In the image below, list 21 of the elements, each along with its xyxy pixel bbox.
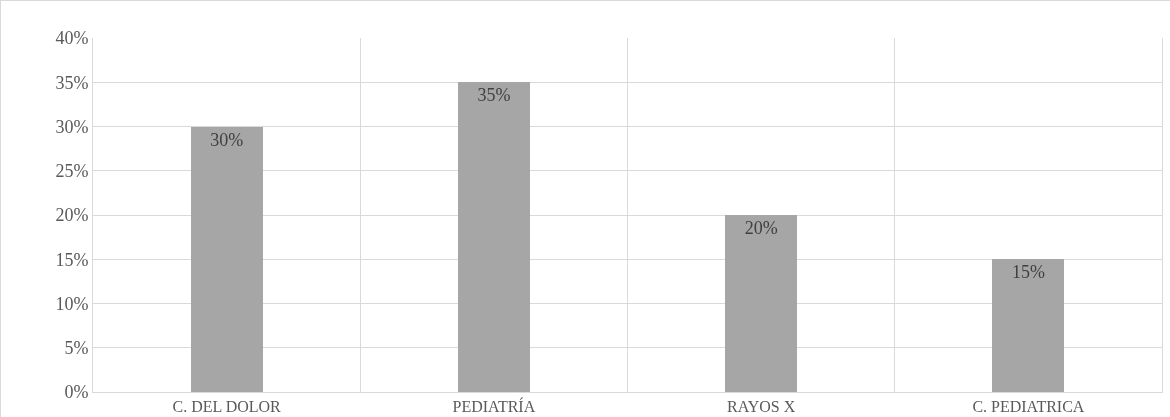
data-label: 30% bbox=[210, 129, 244, 150]
y-tick-label: 10% bbox=[55, 293, 89, 314]
y-tick-label: 25% bbox=[55, 161, 89, 182]
y-tick-label: 35% bbox=[55, 72, 89, 93]
y-tick-label: 20% bbox=[55, 205, 89, 226]
y-tick-label: 5% bbox=[64, 338, 89, 359]
data-label: 15% bbox=[1011, 262, 1045, 283]
y-tick-label: 0% bbox=[64, 382, 89, 403]
x-tick-label: C. DEL DOLOR bbox=[172, 398, 282, 416]
data-label: 35% bbox=[477, 85, 511, 106]
data-label: 20% bbox=[744, 218, 778, 238]
y-tick-label: 40% bbox=[55, 28, 89, 49]
x-tick-label: RAYOS X bbox=[726, 398, 796, 416]
x-tick-label: PEDIATRÍA bbox=[452, 397, 536, 416]
x-tick-label: C. PEDIATRICA bbox=[972, 398, 1085, 416]
y-tick-label: 15% bbox=[55, 249, 89, 270]
bar bbox=[190, 126, 263, 392]
bar bbox=[992, 259, 1065, 392]
bar bbox=[457, 82, 530, 392]
y-tick-label: 30% bbox=[55, 116, 89, 137]
bar bbox=[725, 215, 798, 392]
